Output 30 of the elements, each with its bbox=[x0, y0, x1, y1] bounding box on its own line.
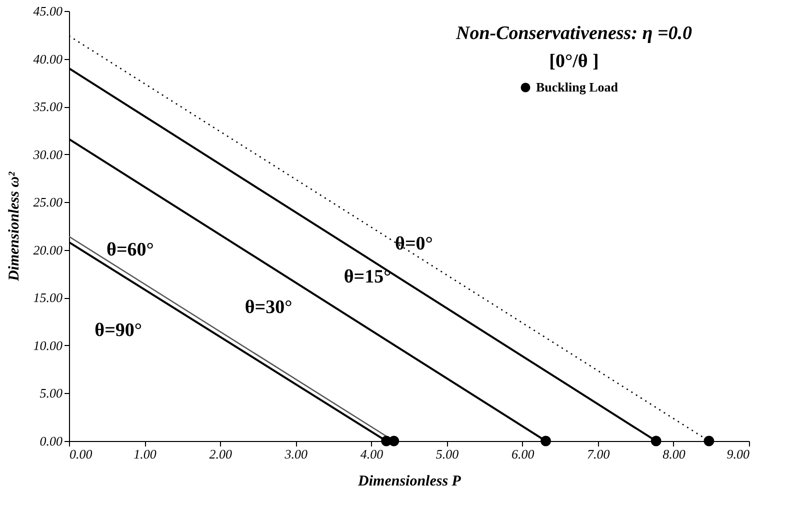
x-tick-label: 0.00 bbox=[70, 446, 93, 462]
x-tick-label: 6.00 bbox=[511, 446, 535, 462]
x-tick-label: 9.00 bbox=[726, 446, 750, 462]
y-tick-label: 40.00 bbox=[33, 51, 63, 66]
y-tick-label: 30.00 bbox=[32, 146, 63, 162]
series-label: θ=30° bbox=[244, 296, 292, 318]
y-tick-label: 25.00 bbox=[33, 194, 63, 210]
x-tick-label: 3.00 bbox=[284, 446, 308, 462]
y-tick-label: 10.00 bbox=[33, 338, 63, 353]
x-tick-label: 7.00 bbox=[587, 446, 610, 462]
series-label: θ=60° bbox=[106, 240, 154, 261]
series-label: θ=15° bbox=[344, 266, 392, 288]
x-axis-title: Dimensionless P bbox=[357, 474, 462, 490]
series-label: θ=90° bbox=[94, 320, 142, 341]
x-tick-label: 8.00 bbox=[662, 446, 686, 462]
y-tick-label: 20.00 bbox=[33, 242, 63, 258]
y-tick-label: 15.00 bbox=[33, 290, 63, 306]
series-label: θ=0° bbox=[395, 233, 433, 254]
legend-label: Buckling Load bbox=[536, 80, 619, 94]
x-tick-label: 2.00 bbox=[209, 446, 232, 462]
annotation: [0°/θ ] bbox=[549, 51, 599, 72]
x-tick-label: 1.00 bbox=[134, 446, 157, 462]
y-axis-title: Dimensionless ω² bbox=[6, 171, 22, 282]
y-tick-label: 0.00 bbox=[40, 434, 63, 448]
x-tick-label: 4.00 bbox=[360, 446, 384, 462]
annotation: Non-Conservativeness: η =0.0 bbox=[454, 23, 693, 44]
y-tick-label: 5.00 bbox=[40, 386, 63, 401]
y-tick-label: 35.00 bbox=[32, 99, 63, 114]
x-tick-label: 5.00 bbox=[436, 446, 460, 462]
y-tick-label: 45.00 bbox=[33, 4, 63, 18]
